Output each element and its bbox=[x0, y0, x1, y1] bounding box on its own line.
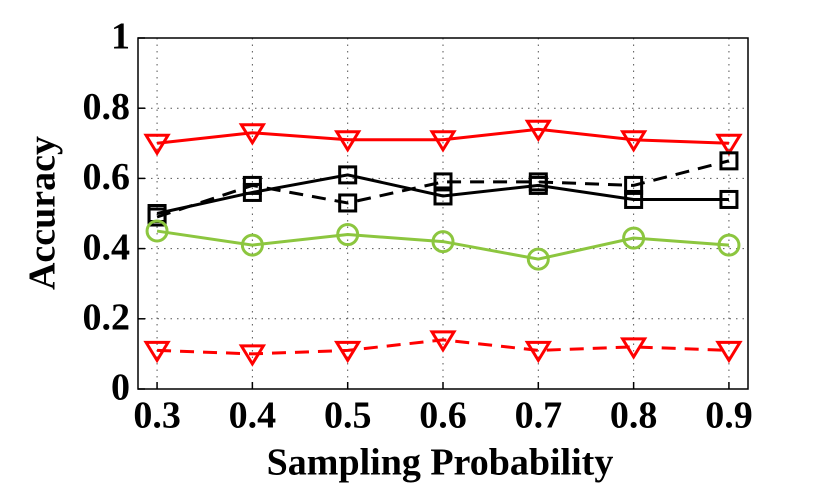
marker bbox=[238, 123, 267, 146]
marker bbox=[431, 230, 455, 254]
marker bbox=[143, 340, 171, 364]
marker bbox=[143, 133, 171, 157]
series-line bbox=[157, 338, 729, 356]
series-line bbox=[156, 127, 729, 145]
x-tick-label: 0.3 bbox=[133, 395, 181, 437]
marker bbox=[624, 189, 644, 209]
x-tick-label: 0.5 bbox=[324, 395, 372, 437]
marker bbox=[715, 340, 743, 364]
marker bbox=[619, 337, 648, 360]
y-tick-label: 0.6 bbox=[83, 156, 131, 198]
marker bbox=[717, 233, 741, 257]
series-line bbox=[156, 159, 730, 219]
marker bbox=[622, 226, 646, 250]
plot-frame bbox=[137, 37, 749, 390]
marker bbox=[429, 130, 457, 153]
marker bbox=[524, 340, 552, 364]
x-tick-label: 0.6 bbox=[419, 395, 467, 437]
marker bbox=[242, 175, 262, 195]
marker bbox=[433, 186, 453, 206]
marker bbox=[336, 223, 360, 247]
marker bbox=[338, 193, 358, 213]
x-tick-label: 0.7 bbox=[515, 395, 563, 437]
marker bbox=[334, 340, 362, 364]
marker bbox=[334, 130, 362, 153]
marker bbox=[338, 165, 358, 185]
y-tick-label: 1 bbox=[111, 16, 130, 58]
marker bbox=[238, 344, 267, 367]
marker bbox=[145, 219, 169, 243]
marker bbox=[433, 172, 453, 192]
x-axis-label: Sampling Probability bbox=[267, 442, 614, 484]
y-tick-label: 0.8 bbox=[83, 86, 131, 128]
y-tick-label: 0.2 bbox=[83, 297, 131, 339]
marker bbox=[524, 119, 552, 143]
marker bbox=[147, 207, 167, 227]
x-tick-label: 0.8 bbox=[610, 395, 658, 437]
series-line bbox=[156, 229, 730, 261]
x-tick-label: 0.4 bbox=[229, 395, 277, 437]
marker bbox=[719, 151, 739, 171]
y-tick-label: 0.4 bbox=[83, 226, 131, 268]
marker bbox=[240, 233, 264, 257]
y-axis-label: Accuracy bbox=[22, 136, 64, 290]
marker bbox=[528, 172, 548, 192]
y-tick-label: 0 bbox=[111, 367, 130, 409]
marker bbox=[715, 133, 743, 157]
x-tick-label: 0.9 bbox=[705, 395, 753, 437]
marker bbox=[719, 189, 739, 209]
marker bbox=[429, 330, 457, 353]
marker bbox=[619, 130, 648, 153]
marker bbox=[526, 247, 550, 271]
marker bbox=[624, 175, 644, 195]
